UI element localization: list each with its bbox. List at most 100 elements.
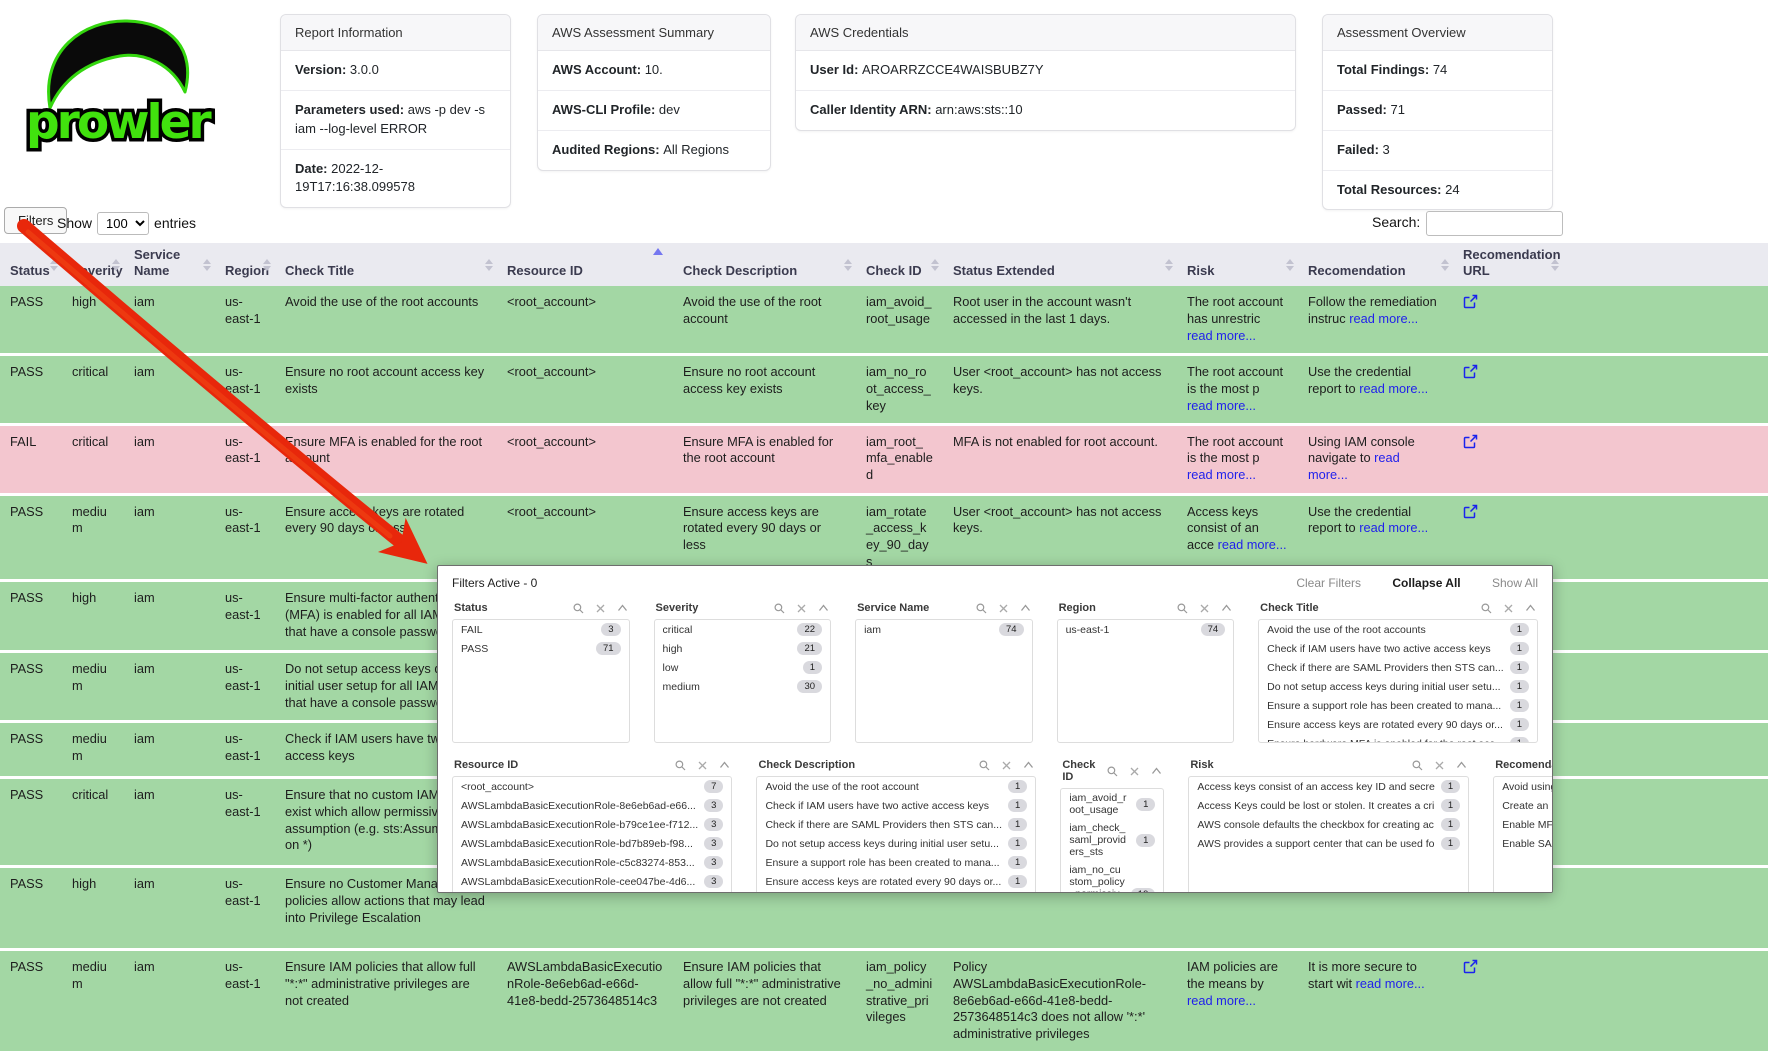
read-more-link[interactable]: read more... xyxy=(1187,467,1256,483)
filter-value-item[interactable]: Ensure access keys are rotated every 90 … xyxy=(757,872,1035,891)
column-header-recomendation-url[interactable]: Recomendation URL xyxy=(1453,243,1563,287)
filter-value-item[interactable]: AWSLambdaBasicExecutionRole-c5c83274-853… xyxy=(453,853,731,872)
column-header-check-description[interactable]: Check Description xyxy=(673,243,856,287)
search-input[interactable] xyxy=(1426,211,1564,236)
filter-value-item[interactable]: high 21 xyxy=(655,639,831,658)
filter-value-item[interactable]: Enable MFA for users account. MFA is a s… xyxy=(1494,815,1552,834)
filter-value-item[interactable]: Ensure a support role has been created t… xyxy=(757,853,1035,872)
read-more-link[interactable]: read more... xyxy=(1359,520,1429,536)
filter-value-item[interactable]: Create an IAM role for managing incident… xyxy=(1494,796,1552,815)
filter-collapse-icon[interactable] xyxy=(1023,761,1034,769)
filter-clear-icon[interactable] xyxy=(797,604,806,613)
filter-value-item[interactable]: AWSLambdaBasicExecutionRole-b79ce1ee-f71… xyxy=(453,815,731,834)
collapse-all-button[interactable]: Collapse All xyxy=(1392,576,1461,590)
filter-value-item[interactable]: Do not setup access keys during initial … xyxy=(1259,677,1537,696)
read-more-link[interactable]: read more... xyxy=(1187,992,1256,1008)
filter-value-item[interactable]: iam_no_custom_policy_permissive_role_ass… xyxy=(1061,861,1163,892)
column-header-resource-id[interactable]: Resource ID xyxy=(497,243,673,287)
external-link-icon[interactable] xyxy=(1463,364,1478,382)
column-header-risk[interactable]: Risk xyxy=(1177,243,1298,287)
filter-value-item[interactable]: Ensure access keys are rotated every 90 … xyxy=(1259,715,1537,734)
column-header-service-name[interactable]: Service Name xyxy=(124,243,215,287)
filter-value-item[interactable]: Check if there are SAML Providers then S… xyxy=(757,815,1035,834)
filter-value-item[interactable]: Ensure a support role has been created t… xyxy=(1259,696,1537,715)
filter-collapse-icon[interactable] xyxy=(1525,604,1536,612)
filter-value-item[interactable]: critical 22 xyxy=(655,620,831,639)
filter-value-item[interactable]: Avoid the use of the root accounts 1 xyxy=(1259,620,1537,639)
filter-value-item[interactable]: Check if IAM users have two active acces… xyxy=(1259,639,1537,658)
filter-value-item[interactable]: PASS 71 xyxy=(453,639,629,658)
column-header-check-id[interactable]: Check ID xyxy=(856,243,943,287)
filter-search-icon[interactable] xyxy=(1481,603,1492,614)
clear-filters-button[interactable]: Clear Filters xyxy=(1296,576,1362,590)
filter-clear-icon[interactable] xyxy=(1504,604,1513,613)
filter-clear-icon[interactable] xyxy=(1200,604,1209,613)
filter-value-item[interactable]: AWSLambdaBasicExecutionRole-bd7b89eb-f98… xyxy=(453,834,731,853)
filter-clear-icon[interactable] xyxy=(1435,761,1444,770)
read-more-link[interactable]: read more... xyxy=(1187,397,1256,413)
external-link-icon[interactable] xyxy=(1463,294,1478,312)
column-header-region[interactable]: Region xyxy=(215,243,275,287)
filter-clear-icon[interactable] xyxy=(1130,767,1139,776)
external-link-icon[interactable] xyxy=(1463,434,1478,452)
filter-search-icon[interactable] xyxy=(573,603,584,614)
filter-collapse-icon[interactable] xyxy=(1456,761,1467,769)
column-header-severity[interactable]: Severity xyxy=(62,243,124,287)
filter-value-item[interactable]: Avoid using long lived access keys.1 xyxy=(1494,777,1552,796)
filter-search-icon[interactable] xyxy=(675,760,686,771)
filter-value-item[interactable]: AWS provides a support center that can b… xyxy=(1189,834,1468,853)
filter-search-icon[interactable] xyxy=(1412,760,1423,771)
column-header-check-title[interactable]: Check Title xyxy=(275,243,497,287)
filter-collapse-icon[interactable] xyxy=(1221,604,1232,612)
filter-value-item[interactable]: iam_check_saml_providers_sts 1 xyxy=(1061,819,1163,861)
filter-value-item[interactable]: AWSLambdaBasicExecutionRole-cee047be-4d6… xyxy=(453,872,731,891)
read-more-link[interactable]: read more... xyxy=(1217,537,1287,553)
show-all-button[interactable]: Show All xyxy=(1491,576,1538,590)
entries-select[interactable]: 100 xyxy=(97,212,150,235)
external-link-icon[interactable] xyxy=(1463,959,1478,977)
column-header-status-extended[interactable]: Status Extended xyxy=(943,243,1177,287)
read-more-link[interactable]: read more... xyxy=(1187,327,1256,343)
filter-value-item[interactable]: Avoid the use of the root account 1 xyxy=(757,777,1035,796)
filter-value-item[interactable]: Access Keys could be lost or stolen. It … xyxy=(1189,796,1468,815)
filter-collapse-icon[interactable] xyxy=(719,761,730,769)
filter-value-item[interactable]: AWSLambdaBasicExecutionRole-8e6eb6ad-e66… xyxy=(453,796,731,815)
filter-value-item[interactable]: AWSSSO...3 xyxy=(453,891,731,892)
filter-value-item[interactable]: <root_account> 7 xyxy=(453,777,731,796)
filter-collapse-icon[interactable] xyxy=(818,604,829,612)
filter-value-item[interactable]: Ensure hardware MFA is enabled for the r… xyxy=(757,891,1035,892)
filter-value-item[interactable]: FAIL 3 xyxy=(453,620,629,639)
cell-recomendation: Using IAM console navigate to read more.… xyxy=(1298,424,1453,495)
filter-value-item[interactable]: medium 30 xyxy=(655,677,831,696)
column-header-status[interactable]: Status xyxy=(0,243,62,287)
filter-search-icon[interactable] xyxy=(976,603,987,614)
filter-value-item[interactable]: Check if IAM users have two active acces… xyxy=(757,796,1035,815)
read-more-link[interactable]: read more... xyxy=(1349,311,1419,327)
read-more-link[interactable]: read more... xyxy=(1355,975,1425,991)
filter-search-icon[interactable] xyxy=(774,603,785,614)
filter-value-item[interactable]: AWS console defaults the checkbox for cr… xyxy=(1189,815,1468,834)
filter-clear-icon[interactable] xyxy=(999,604,1008,613)
filter-value-item[interactable]: Access keys consist of an access key ID … xyxy=(1189,777,1468,796)
filter-clear-icon[interactable] xyxy=(698,761,707,770)
filter-value-item[interactable]: low 1 xyxy=(655,658,831,677)
filter-collapse-icon[interactable] xyxy=(617,604,628,612)
read-more-link[interactable]: read more... xyxy=(1308,450,1400,483)
filter-collapse-icon[interactable] xyxy=(1020,604,1031,612)
filter-collapse-icon[interactable] xyxy=(1151,767,1162,775)
external-link-icon[interactable] xyxy=(1463,504,1478,522)
filter-clear-icon[interactable] xyxy=(596,604,605,613)
filter-value-item[interactable]: Do not setup access keys during initial … xyxy=(757,834,1035,853)
column-header-recomendation[interactable]: Recomendation xyxy=(1298,243,1453,287)
filter-value-item[interactable]: Check if there are SAML Providers then S… xyxy=(1259,658,1537,677)
filter-value-item[interactable]: Enable SAML provider and use temporary c… xyxy=(1494,834,1552,853)
filter-value-item[interactable]: Ensure hardware MFA is enabled for the r… xyxy=(1259,734,1537,742)
filter-value-item[interactable]: us-east-1 74 xyxy=(1058,620,1234,639)
filter-clear-icon[interactable] xyxy=(1002,761,1011,770)
read-more-link[interactable]: read more... xyxy=(1359,380,1429,396)
filter-search-icon[interactable] xyxy=(1107,766,1118,777)
filter-search-icon[interactable] xyxy=(979,760,990,771)
filter-value-item[interactable]: iam 74 xyxy=(856,620,1032,639)
filter-search-icon[interactable] xyxy=(1177,603,1188,614)
filter-value-item[interactable]: iam_avoid_root_usage 1 xyxy=(1061,789,1163,819)
